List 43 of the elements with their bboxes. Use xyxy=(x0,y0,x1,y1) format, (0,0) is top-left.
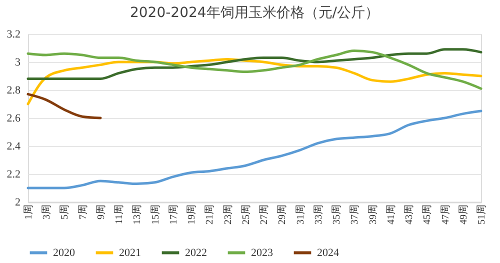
legend-label: 2020 xyxy=(53,246,76,259)
x-tick-label: 5周 xyxy=(60,204,71,220)
line-series xyxy=(26,110,482,190)
y-tick-label: 3 xyxy=(15,56,21,68)
x-tick-label: 7周 xyxy=(78,204,89,220)
x-tick-label: 9周 xyxy=(96,204,107,220)
x-tick-label: 35周 xyxy=(332,204,343,224)
y-tick-label: 2 xyxy=(15,196,20,208)
chart-title: 2020-2024年饲用玉米价格（元/公斤） xyxy=(130,5,380,21)
x-tick-label: 29周 xyxy=(277,204,288,224)
x-tick-label: 15周 xyxy=(150,204,162,224)
legend-label: 2024 xyxy=(317,246,340,259)
x-tick-label: 45周 xyxy=(422,204,434,224)
x-tick-label: 47周 xyxy=(440,204,452,224)
x-tick-label: 23周 xyxy=(222,204,234,224)
x-tick-label: 51周 xyxy=(476,204,488,224)
x-tick-label: 19周 xyxy=(186,204,198,224)
legend-label: 2022 xyxy=(185,246,207,259)
x-tick-label: 13周 xyxy=(132,204,144,224)
x-tick-label: 49周 xyxy=(458,204,470,224)
line-series xyxy=(26,92,102,120)
y-tick-label: 2.2 xyxy=(6,168,20,180)
y-tick-label: 3.2 xyxy=(6,28,20,40)
x-tick-label: 37周 xyxy=(350,204,361,224)
x-tick-label: 27周 xyxy=(259,204,270,224)
x-tick-label: 31周 xyxy=(295,204,306,224)
x-tick-label: 3周 xyxy=(42,204,53,220)
x-tick-label: 25周 xyxy=(240,204,252,224)
x-tick-label: 39周 xyxy=(368,204,379,224)
x-tick-label: 43周 xyxy=(404,204,416,224)
y-tick-label: 2.4 xyxy=(6,140,21,152)
x-tick-label: 17周 xyxy=(168,204,180,224)
x-tick-label: 1周 xyxy=(24,204,34,220)
line-series xyxy=(26,50,482,90)
x-tick-label: 33周 xyxy=(313,204,324,224)
legend-label: 2021 xyxy=(119,246,141,259)
x-tick-label: 21周 xyxy=(204,204,216,224)
line-series xyxy=(26,48,482,80)
y-tick-label: 2.8 xyxy=(6,84,21,96)
x-tick-label: 41周 xyxy=(386,204,397,224)
x-tick-label: 11周 xyxy=(114,204,126,224)
legend-label: 2023 xyxy=(251,246,274,259)
y-tick-label: 2.6 xyxy=(6,112,21,124)
